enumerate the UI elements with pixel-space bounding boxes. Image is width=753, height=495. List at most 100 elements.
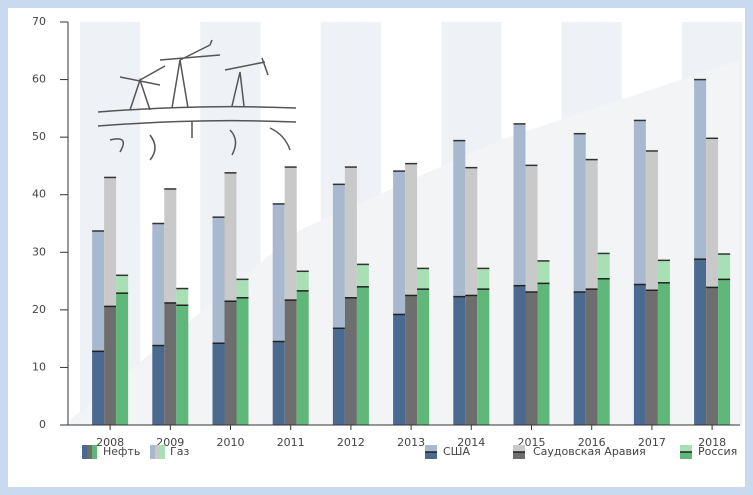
- oil-bar: [272, 341, 285, 425]
- oil-rig-illustration: [97, 39, 297, 161]
- x-tick-label: 2008: [96, 436, 124, 449]
- gas-bar: [356, 264, 369, 287]
- oil-bar: [92, 351, 105, 425]
- legend-swatch: [150, 445, 155, 459]
- legend-label: Россия: [698, 445, 737, 458]
- gas-bar: [537, 260, 550, 284]
- y-tick-label: 50: [32, 130, 46, 143]
- oil-bar: [477, 289, 490, 425]
- gas-bar: [116, 275, 129, 294]
- gas-bar: [573, 133, 586, 293]
- gas-bar: [224, 172, 237, 302]
- gas-bar: [477, 268, 490, 290]
- x-tick-label: 2013: [397, 436, 425, 449]
- gas-bar: [417, 268, 430, 290]
- gas-bar: [405, 163, 418, 296]
- gas-bar: [104, 177, 117, 307]
- oil-bar: [332, 328, 345, 425]
- gas-bar: [284, 167, 297, 301]
- legend-swatch: [160, 445, 165, 459]
- gas-bar: [393, 171, 406, 315]
- gas-bar: [344, 167, 357, 298]
- oil-bar: [176, 305, 189, 425]
- oil-bar: [453, 296, 466, 425]
- oil-bar: [537, 283, 550, 425]
- legend-label: Нефть: [103, 445, 140, 458]
- gas-bar: [465, 167, 478, 296]
- legend: Нефть Газ США Саудовская Аравия Россия: [82, 445, 737, 459]
- oil-bar: [236, 297, 249, 425]
- oil-bar: [224, 301, 237, 425]
- oil-bar: [525, 292, 538, 425]
- gas-bar: [92, 230, 105, 352]
- oil-bar: [116, 293, 129, 425]
- oil-bar: [694, 259, 707, 425]
- legend-label: США: [443, 445, 470, 458]
- oil-bar: [356, 286, 369, 425]
- gas-bar: [453, 140, 466, 297]
- legend-swatch: [425, 445, 437, 452]
- legend-swatch: [87, 445, 92, 459]
- gas-bar: [236, 279, 249, 298]
- oil-bar: [152, 345, 165, 425]
- gas-bar: [272, 203, 285, 342]
- oil-bar: [296, 290, 309, 425]
- gas-bar: [706, 138, 719, 288]
- oil-bar: [212, 343, 225, 425]
- gas-bar: [152, 223, 165, 346]
- y-tick-label: 30: [32, 245, 46, 258]
- x-tick-label: 2017: [638, 436, 666, 449]
- oil-bar: [645, 290, 658, 425]
- oil-bar: [585, 289, 598, 425]
- legend-swatch: [82, 445, 87, 459]
- y-tick-label: 40: [32, 188, 46, 201]
- oil-bar: [718, 279, 731, 425]
- x-tick-label: 2014: [457, 436, 485, 449]
- gas-bar: [164, 188, 177, 303]
- gas-bar: [332, 184, 345, 329]
- oil-bar: [284, 300, 297, 425]
- oil-bar: [164, 302, 177, 425]
- legend-label: Саудовская Аравия: [533, 445, 646, 458]
- x-tick-label: 2011: [277, 436, 305, 449]
- gas-bar: [212, 217, 225, 344]
- y-tick-label: 0: [39, 418, 46, 431]
- y-tick-label: 60: [32, 73, 46, 86]
- gas-bar: [657, 260, 670, 283]
- oil-bar: [706, 287, 719, 425]
- x-tick-label: 2010: [217, 436, 245, 449]
- gas-bar: [645, 150, 658, 291]
- gas-bar: [694, 79, 707, 260]
- legend-swatch: [680, 445, 692, 452]
- oil-bar: [465, 295, 478, 425]
- oil-bar: [405, 295, 418, 425]
- y-tick-label: 10: [32, 360, 46, 373]
- legend-swatch: [513, 445, 525, 452]
- gas-bar: [597, 253, 610, 279]
- gas-bar: [585, 159, 598, 290]
- gas-bar: [633, 120, 646, 285]
- gas-bar: [525, 165, 538, 293]
- oil-bar: [104, 306, 117, 425]
- oil-bar: [513, 285, 526, 425]
- legend-swatch: [92, 445, 97, 459]
- oil-bar: [657, 282, 670, 425]
- gas-bar: [296, 271, 309, 291]
- x-tick-label: 2012: [337, 436, 365, 449]
- legend-swatch: [155, 445, 160, 459]
- legend-swatch: [425, 452, 437, 459]
- oil-bar: [633, 284, 646, 425]
- x-tick-label: 2016: [578, 436, 606, 449]
- x-tick-label: 2018: [698, 436, 726, 449]
- gas-bar: [718, 254, 731, 280]
- legend-swatch: [680, 452, 692, 459]
- oil-bar: [573, 292, 586, 425]
- oil-bar: [597, 278, 610, 425]
- gas-bar: [176, 288, 189, 306]
- oil-bar: [417, 289, 430, 425]
- y-tick-label: 20: [32, 303, 46, 316]
- y-tick-label: 70: [32, 15, 46, 28]
